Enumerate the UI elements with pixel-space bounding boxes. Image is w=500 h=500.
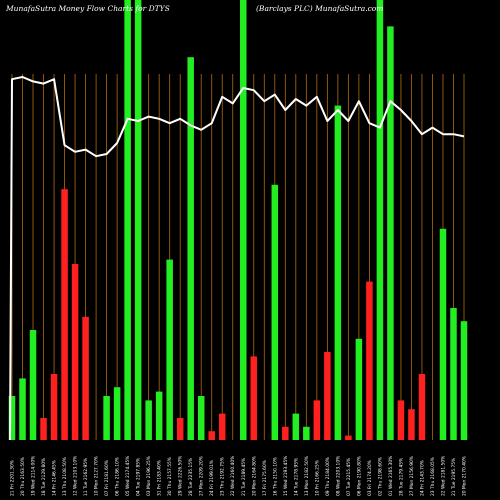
x-tick-label: 20 Mon 2164.80% xyxy=(251,456,257,496)
x-tick-label: 05 Wed 2174.45% xyxy=(125,456,131,496)
bar-inflow xyxy=(134,0,142,440)
x-tick-label: 23 Thu 2192.75% xyxy=(220,457,226,496)
bar-inflow xyxy=(103,396,110,440)
bar-outflow xyxy=(366,281,373,440)
bar-inflow xyxy=(187,57,194,440)
price-line xyxy=(9,76,465,441)
bar-inflow xyxy=(155,391,163,440)
x-tick-label: 03 Fri 2174.20% xyxy=(367,460,373,496)
bar-inflow xyxy=(334,105,342,440)
bar-outflow xyxy=(408,409,415,440)
bar-outflow xyxy=(40,418,47,440)
x-tick-label: 13 Mon 2182.50% xyxy=(304,456,310,496)
x-tick-label: 09 Thu 2184.00% xyxy=(325,457,331,496)
x-tick-label: 24 Fri 2143.70% xyxy=(419,460,425,496)
chart-title-left: MunafaSutra Money Flow Charts for DTYS xyxy=(5,4,170,13)
x-tick-label: 10 Fri 2166.25% xyxy=(314,460,320,496)
x-tick-label: 08 Wed 2203.10% xyxy=(335,456,341,496)
x-tick-label: 22 Wed 2160.40% xyxy=(230,456,236,496)
bar-inflow xyxy=(303,426,310,440)
x-tick-label: 21 Fri 2201.30% xyxy=(10,460,16,496)
x-tick-label: 20 Mon 2170.40% xyxy=(462,456,468,496)
x-tick-label: 17 Fri 2175.60% xyxy=(262,460,268,496)
bar-inflow xyxy=(450,308,457,440)
x-tick-label: 20 Thu 2163.50% xyxy=(20,457,26,496)
bar-outflow xyxy=(71,264,79,440)
bar-inflow xyxy=(166,259,173,440)
chart-title-right: (Barclays PLC) MunafaSutra.com xyxy=(256,4,383,13)
x-tick-label: 24 Fri 2199.01% xyxy=(209,460,215,496)
x-tick-label: 12 Wed 2103.10% xyxy=(73,456,79,496)
money-flow-bars xyxy=(8,0,468,441)
x-tick-label: 04 Tue 2197.85% xyxy=(136,458,142,496)
x-tick-label: 13 Thu 2108.50% xyxy=(62,457,68,496)
x-tick-label: 28 Tue 2235.15% xyxy=(188,458,194,496)
x-tick-label: 02 Thu 2198.60% xyxy=(377,457,383,496)
x-tick-label: 07 Tue 2215.45% xyxy=(346,458,352,496)
x-tick-label: 21 Tue 2189.45% xyxy=(241,458,247,496)
bar-inflow xyxy=(376,0,384,440)
x-tick-label: 29 Wed 2226.50% xyxy=(178,456,184,496)
x-tick-label: 10 Mon 2127.70% xyxy=(94,456,100,496)
bar-inflow xyxy=(439,228,447,440)
bar-inflow xyxy=(197,396,205,440)
bar-outflow xyxy=(61,189,68,440)
bar-inflow xyxy=(240,0,247,440)
x-tick-label: 31 Fri 2183.40% xyxy=(157,460,163,496)
bar-inflow xyxy=(8,396,16,440)
x-tick-label: 01 Wed 2165.30% xyxy=(388,456,394,496)
bar-inflow xyxy=(387,26,394,441)
bar-outflow xyxy=(418,374,426,440)
bar-inflow xyxy=(271,184,279,440)
x-tick-label: 16 Thu 2150.10% xyxy=(272,457,278,496)
x-tick-label: 18 Tue 2129.80% xyxy=(41,458,47,496)
bar-outflow xyxy=(208,431,215,440)
bar-inflow xyxy=(145,400,152,440)
x-tick-label: 23 Thu 2168.05% xyxy=(430,457,436,496)
bar-inflow xyxy=(29,330,37,440)
bar-inflow xyxy=(113,387,121,440)
bar-inflow xyxy=(460,321,468,440)
x-tick-label: 14 Tue 2178.95% xyxy=(293,458,299,496)
x-tick-label: 14 Fri 2146.45% xyxy=(52,460,58,496)
bar-outflow xyxy=(313,400,321,440)
x-tick-label: 07 Fri 2181.60% xyxy=(104,460,110,496)
bar-outflow xyxy=(250,356,258,440)
bar-outflow xyxy=(176,418,184,440)
x-tick-label: 21 Tue 2195.75% xyxy=(451,458,457,496)
bar-outflow xyxy=(282,426,289,440)
bar-outflow xyxy=(218,413,226,440)
bar-inflow xyxy=(292,413,300,440)
x-tick-label: 06 Thu 2186.10% xyxy=(115,457,121,496)
x-tick-label: 03 Mon 2196.25% xyxy=(146,456,152,496)
x-tick-label: 15 Wed 2193.45% xyxy=(283,456,289,496)
x-tick-label: 28 Tue 2179.45% xyxy=(398,458,404,496)
bar-outflow xyxy=(397,400,405,440)
x-axis-tick-labels: 21 Fri 2201.30% 20 Thu 2163.50% 19 Wed 211… xyxy=(10,456,468,496)
bar-outflow xyxy=(324,352,331,440)
x-tick-label: 27 Mon 2156.90% xyxy=(409,456,415,496)
bar-inflow xyxy=(124,0,131,440)
bar-inflow xyxy=(355,338,363,440)
x-tick-label: 22 Wed 2181.50% xyxy=(440,456,446,496)
x-tick-label: 27 Mon 2209.20% xyxy=(199,456,205,496)
x-tick-label: 30 Thu 2157.55% xyxy=(167,457,173,496)
x-tick-label: 11 Tue 2162.95% xyxy=(83,458,89,496)
bar-outflow xyxy=(50,374,58,440)
x-tick-label: 06 Mon 2190.80% xyxy=(356,456,362,496)
bar-inflow xyxy=(19,378,26,440)
bar-outflow xyxy=(345,435,352,440)
bar-outflow xyxy=(82,316,89,440)
x-tick-label: 19 Wed 2114.00% xyxy=(31,456,37,496)
